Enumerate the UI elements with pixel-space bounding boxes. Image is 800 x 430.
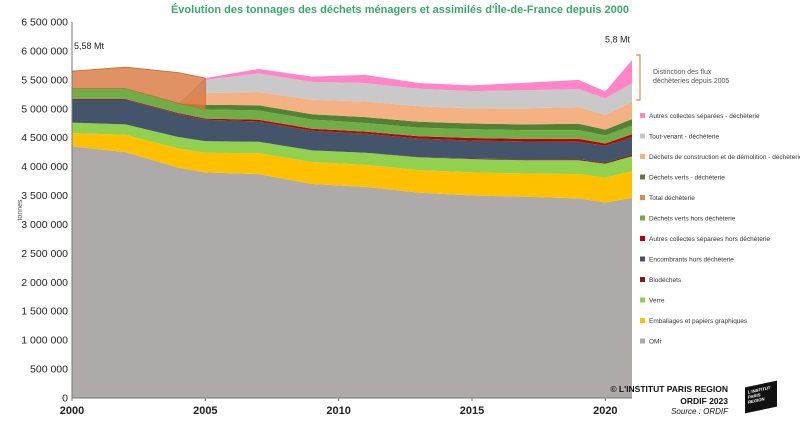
area-series-6: [72, 88, 632, 144]
note-bracket: [636, 54, 641, 101]
area-series-0: [72, 146, 632, 398]
legend-swatch: [640, 174, 645, 180]
legend-label: Déchets verts hors déchèterie: [649, 216, 736, 223]
legend-label: Total déchèterie: [649, 195, 695, 202]
legend-swatch: [640, 215, 645, 221]
x-tick-label: 2015: [460, 405, 484, 417]
area-series-3: [72, 122, 632, 164]
area-series-1: [72, 133, 632, 203]
area-series-11: [72, 60, 632, 104]
y-tick-label: 2 000 000: [21, 277, 68, 289]
y-axis-label: tonnes: [17, 199, 24, 221]
y-tick-label: 5 000 000: [21, 103, 68, 115]
y-tick-label: 0: [62, 393, 68, 405]
legend-label: Verre: [649, 298, 665, 305]
y-tick-label: 6 500 000: [21, 17, 68, 29]
legend-swatch: [640, 277, 645, 282]
y-tick-label: 500 000: [30, 364, 68, 376]
area-total-dechetterie: [71, 66, 206, 110]
legend-label: Encombrants hors déchèterie: [649, 257, 734, 264]
legend-swatch: [640, 236, 645, 241]
legend-label: Autres collectes séparées hors déchèteri…: [649, 236, 770, 243]
legend-label: Autres collectes séparées - déchèterie: [649, 113, 760, 120]
legend-swatch: [640, 256, 645, 262]
credit-institut: © L'INSTITUT PARIS REGION: [610, 384, 728, 394]
y-tick-label: 1 500 000: [21, 306, 68, 318]
note-line-1: Distinction des flux: [653, 69, 712, 76]
annotation-start: 5,58 Mt: [74, 41, 105, 51]
legend-swatch: [640, 133, 645, 139]
area-series-4: [72, 99, 632, 163]
plot-area: 0 500 000 1 000 000 1 500 000 2 000 000 2 500…: [21, 17, 632, 417]
credit-ordif: ORDIF 2023: [680, 396, 728, 406]
area-series-10: [72, 73, 632, 116]
area-series-9: [72, 88, 632, 130]
deechetterie-note: Distinction des flux déchèteries depuis …: [636, 54, 729, 101]
y-tick-label: 5 500 000: [21, 74, 68, 86]
legend-label: OMr: [649, 339, 662, 346]
y-tick-label: 1 000 000: [21, 335, 68, 347]
area-series-5: [72, 98, 632, 146]
legend-label: Emballages et papiers graphiques: [649, 318, 748, 325]
chart-title: Évolution des tonnages des déchets ménag…: [171, 3, 629, 16]
legend: Autres collectes séparées - déchèterie To…: [640, 113, 800, 346]
legend-label: Déchets de construction et de démolition…: [649, 154, 800, 161]
y-tick-label: 4 500 000: [21, 132, 68, 144]
y-tick-label: 3 500 000: [21, 190, 68, 202]
credit-source: Source : ORDIF: [671, 407, 728, 416]
legend-label: Tout-venant - déchèterie: [649, 134, 719, 141]
x-tick-label: 2010: [326, 405, 350, 417]
x-tick-label: 2005: [193, 405, 217, 417]
y-tick-label: 6 000 000: [21, 45, 68, 57]
legend-swatch: [640, 154, 645, 159]
y-tick-label: 3 000 000: [21, 219, 68, 231]
annotation-end: 5,8 Mt: [605, 34, 631, 44]
note-line-2: déchèteries depuis 2005: [653, 78, 729, 85]
x-tick-label: 2000: [60, 405, 84, 417]
legend-swatch: [640, 297, 645, 303]
legend-label: Biodéchets: [649, 277, 682, 284]
legend-swatch: [640, 338, 645, 344]
area-series-2: [72, 122, 632, 178]
legend-swatch: [640, 318, 645, 323]
legend-swatch: [640, 195, 645, 200]
y-tick-label: 2 500 000: [21, 248, 68, 260]
legend-label: Déchets verts - déchèterie: [649, 175, 725, 182]
legend-swatch: [640, 113, 645, 118]
x-tick-label: 2020: [593, 405, 617, 417]
y-tick-label: 4 000 000: [21, 161, 68, 173]
